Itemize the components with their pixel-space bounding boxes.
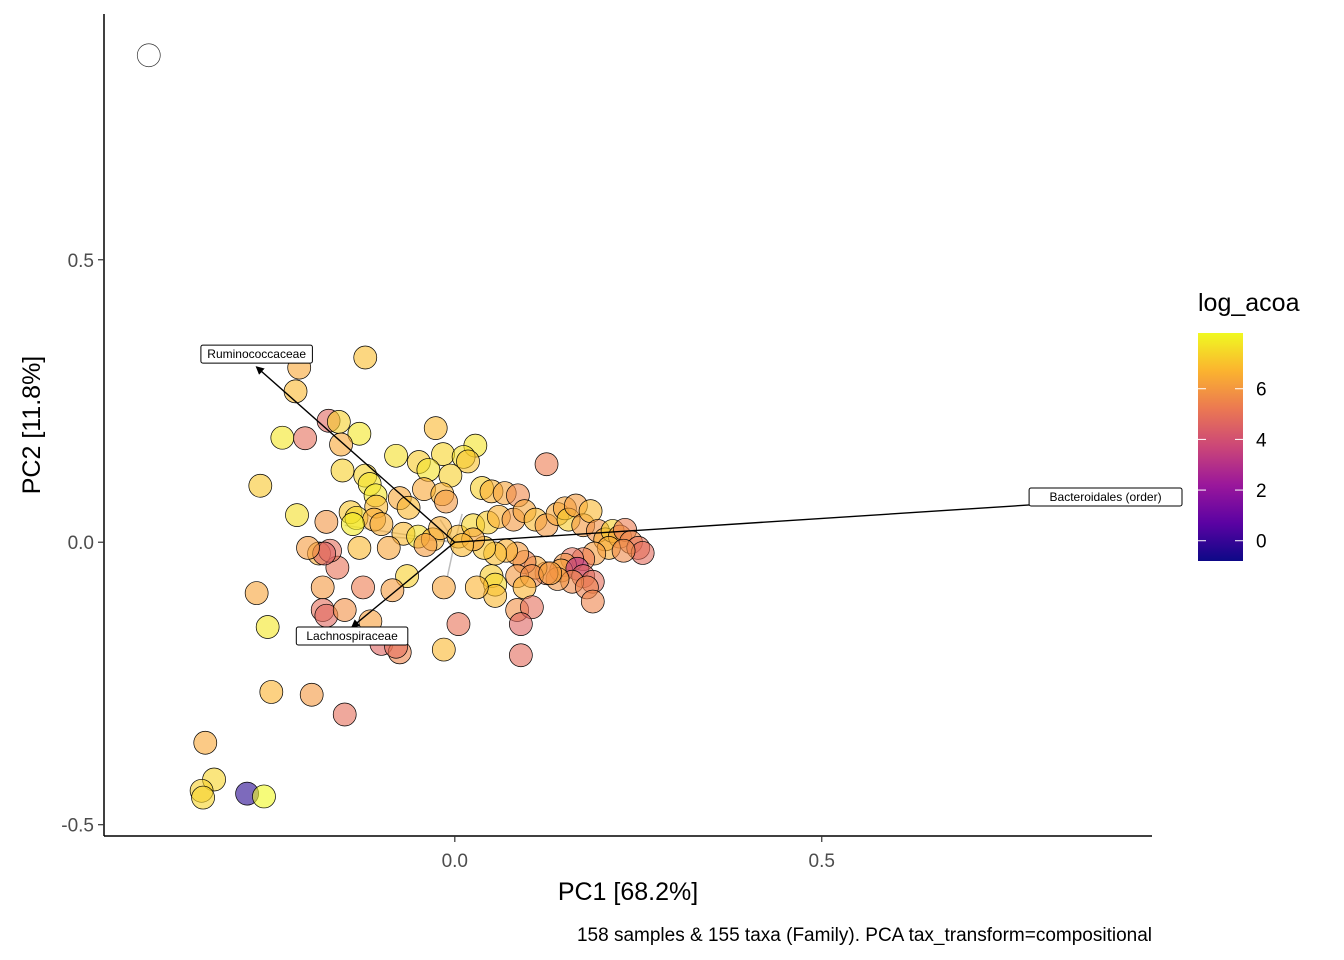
loading-label: Ruminococcaceae: [200, 344, 313, 364]
sample-point: [270, 425, 295, 450]
sample-point: [299, 682, 324, 707]
sample-point: [259, 680, 284, 704]
sample-point: [353, 345, 378, 370]
color-legend: log_acoa 0 2 4 6: [1198, 289, 1300, 561]
y-ticks: -0.5 0.0 0.5: [61, 251, 104, 837]
sample-point: [191, 785, 215, 810]
sample-point: [310, 575, 335, 600]
x-tick-label: 0.0: [442, 851, 468, 872]
loading-label-text: Bacteroidales (order): [1050, 490, 1162, 504]
sample-point: [329, 432, 353, 457]
loading-arrow: [255, 366, 456, 543]
loading-label-box: [295, 626, 409, 646]
y-axis-title: PC2 [11.8%]: [18, 356, 46, 495]
loading-label-text: Lachnospiraceae: [306, 629, 398, 643]
loading-label-box: [200, 344, 313, 364]
loading-label-box: [1028, 487, 1183, 507]
sample-point: [296, 536, 320, 560]
chart-caption: 158 samples & 155 taxa (Family). PCA tax…: [577, 925, 1152, 946]
sample-point: [285, 503, 309, 527]
sample-point: [464, 575, 489, 600]
x-tick-label: 0.5: [809, 851, 835, 872]
sample-point: [252, 784, 276, 809]
sample-point: [369, 512, 394, 536]
y-tick-label: -0.5: [61, 816, 94, 837]
plot-panel: Bacteroidales (order) Ruminococcaceae Lach…: [136, 43, 1183, 810]
sample-point: [293, 426, 317, 451]
sample-point: [376, 536, 401, 560]
sample-point: [347, 421, 372, 446]
sample-point: [332, 598, 357, 622]
loading-label-text: Ruminococcaceae: [207, 347, 306, 361]
sample-point: [347, 536, 372, 560]
sample-point: [431, 575, 456, 600]
sample-point: [450, 533, 474, 557]
sample-point: [509, 612, 533, 636]
sample-point: [580, 589, 605, 614]
sample-point: [413, 533, 438, 557]
y-tick-label: 0.0: [68, 533, 94, 554]
legend-tick-label: 0: [1256, 532, 1267, 553]
sample-point: [340, 512, 365, 536]
sample-point: [431, 637, 456, 662]
y-tick-label: 0.5: [68, 251, 94, 272]
sample-point: [244, 581, 269, 605]
sample-point: [330, 458, 355, 483]
sample-point: [332, 702, 357, 727]
axes: 0.0 0.5 -0.5 0.0 0.5: [61, 14, 1152, 872]
loading-arrows: Bacteroidales (order) Ruminococcaceae Lach…: [200, 344, 1183, 646]
loading-arrow: [350, 541, 456, 628]
sample-point: [136, 43, 161, 68]
sample-point: [538, 561, 563, 586]
sample-point: [520, 595, 544, 620]
legend-tick-label: 2: [1256, 481, 1267, 502]
sample-point: [434, 489, 458, 514]
legend-title: log_acoa: [1198, 289, 1300, 317]
legend-colorbar: [1198, 333, 1243, 561]
sample-point: [351, 575, 375, 600]
sample-point: [193, 730, 218, 755]
x-ticks: 0.0 0.5: [442, 836, 835, 872]
sample-point: [456, 449, 480, 474]
sample-point: [395, 564, 419, 588]
sample-point: [314, 510, 339, 534]
sample-points: [136, 43, 655, 810]
loading-label: Lachnospiraceae: [295, 626, 409, 646]
x-axis-title: PC1 [68.2%]: [558, 878, 698, 906]
sample-point: [396, 495, 421, 520]
sample-point: [255, 615, 280, 639]
sample-point: [534, 452, 559, 477]
legend-tick-label: 4: [1256, 430, 1267, 451]
sample-point: [248, 473, 273, 498]
sample-point: [326, 410, 351, 434]
sample-point: [384, 443, 408, 468]
sample-point: [446, 612, 471, 636]
sample-point: [283, 379, 308, 404]
sample-point: [611, 538, 636, 563]
loading-label: Bacteroidales (order): [1028, 487, 1183, 507]
sample-point: [380, 578, 405, 603]
sample-point: [423, 416, 448, 440]
legend-ticks: 0 2 4 6: [1198, 380, 1267, 553]
legend-tick-label: 6: [1256, 380, 1267, 401]
sample-point: [509, 643, 533, 668]
